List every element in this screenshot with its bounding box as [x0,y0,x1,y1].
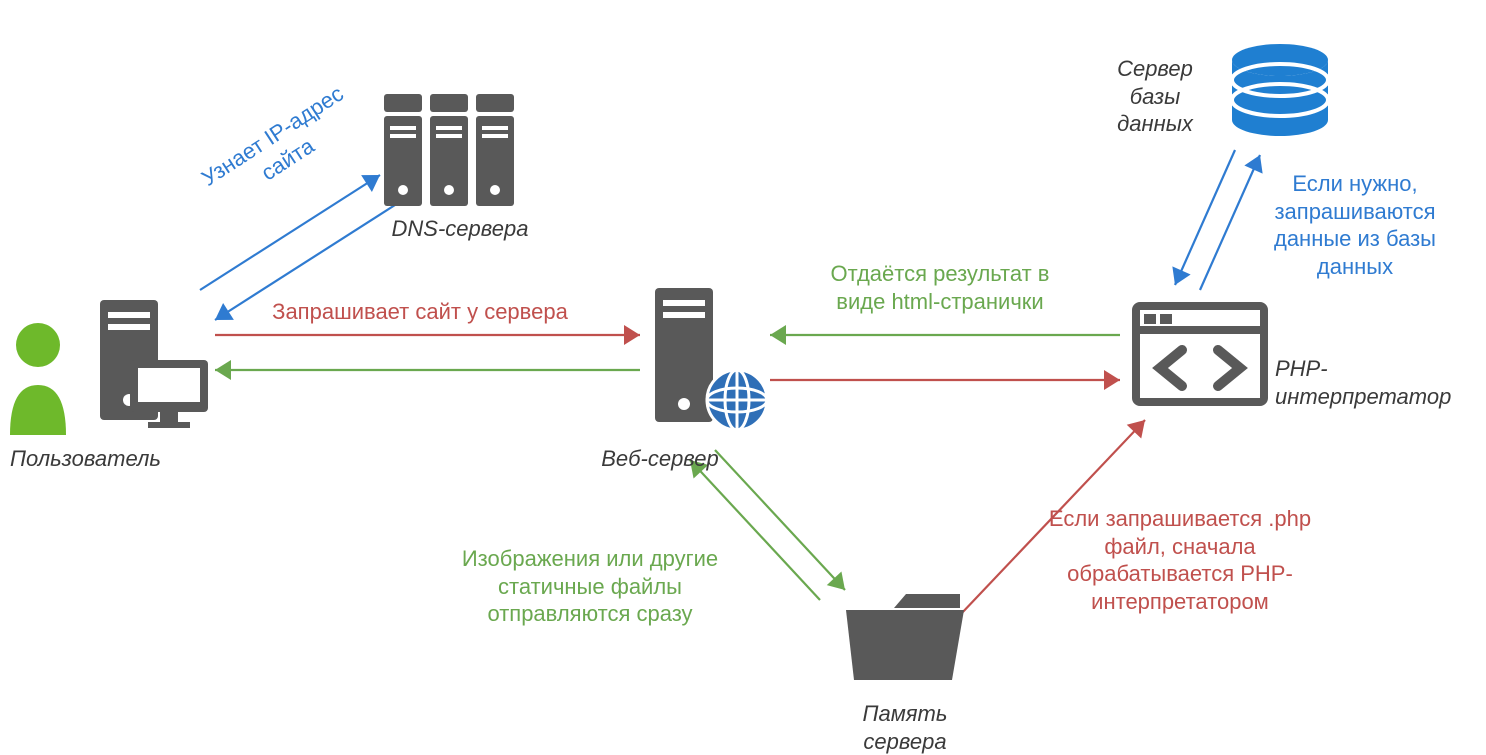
edge-label-db: Если нужно,запрашиваютсяданные из базыда… [1245,170,1465,280]
memory-label: Памятьсервера [825,700,985,755]
php-interpreter-icon [1130,300,1270,415]
server-memory-icon [840,580,970,695]
web-server-label: Веб-сервер [570,445,750,473]
arrow-web-user-res [215,360,640,380]
web-server-icon [645,280,775,445]
arrow-user-web-req [215,325,640,345]
dns-label: DNS-сервера [370,215,550,243]
edge-label-dns: Узнает IP-адрессайта [164,59,395,236]
dns-servers-icon [380,90,520,215]
user-label: Пользователь [10,445,210,473]
arrow-web-php-req [770,370,1120,390]
edge-label-request: Запрашивает сайт у сервера [240,298,600,326]
user-icon [0,290,210,445]
php-label: PHP-интерпретатор [1275,355,1485,410]
db-label: Сервербазыданных [1085,55,1225,138]
arrow-db-php-2 [1172,150,1235,285]
edge-label-html: Отдаётся результат ввиде html-странички [790,260,1090,315]
database-icon [1225,40,1335,155]
edge-label-php: Если запрашивается .phpфайл, сначалаобра… [1020,505,1340,615]
edge-label-static: Изображения или другиестатичные файлыотп… [430,545,750,628]
arrow-php-web-res [770,325,1120,345]
